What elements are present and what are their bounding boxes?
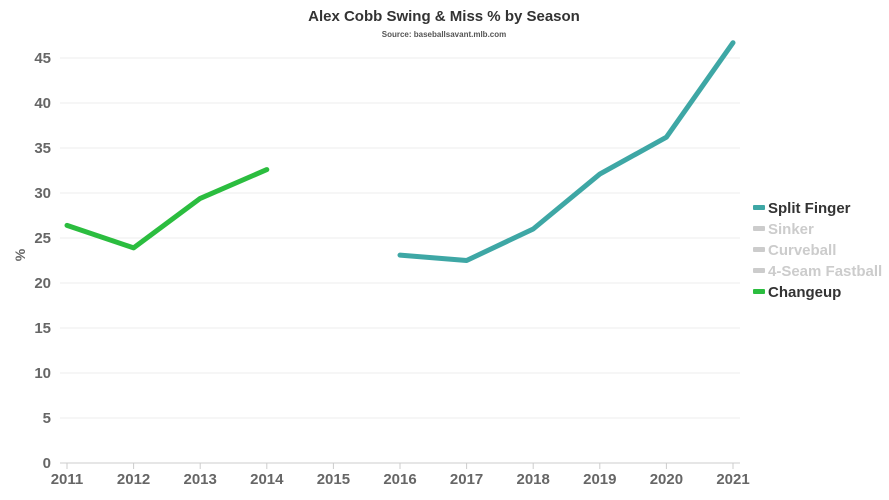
- series-line[interactable]: [64, 167, 270, 251]
- y-tick-label: 25: [34, 230, 51, 247]
- legend: Split Finger Sinker Curveball 4-Seam Fastba…: [753, 200, 882, 301]
- legend-item[interactable]: Curveball: [753, 242, 836, 259]
- series-lines: [64, 40, 736, 263]
- chart-subtitle: Source: baseballsavant.mlb.com: [382, 30, 507, 39]
- legend-item[interactable]: Split Finger: [753, 200, 851, 217]
- y-tick-label: 35: [34, 140, 51, 157]
- x-tick-label: 2016: [383, 471, 416, 488]
- x-tick-label: 2012: [117, 471, 150, 488]
- y-tick-label: 20: [34, 275, 51, 292]
- y-tick-label: 40: [34, 95, 51, 112]
- legend-item[interactable]: 4-Seam Fastball: [753, 263, 882, 280]
- legend-swatch: [753, 226, 765, 231]
- legend-item[interactable]: Changeup: [753, 284, 841, 301]
- legend-swatch: [753, 247, 765, 252]
- legend-item[interactable]: Sinker: [753, 221, 814, 238]
- grid-lines: [60, 57, 740, 464]
- y-tick-label: 10: [34, 365, 51, 382]
- legend-label: Sinker: [768, 221, 814, 238]
- y-tick-label: 5: [43, 410, 51, 427]
- chart-title: Alex Cobb Swing & Miss % by Season: [308, 8, 580, 25]
- y-tick-label: 30: [34, 185, 51, 202]
- x-tick-label: 2014: [250, 471, 284, 488]
- x-tick-label: 2017: [450, 471, 483, 488]
- legend-label: Changeup: [768, 284, 841, 301]
- x-tick-labels: 2011 2012 2013 2014 2015 2016 2017 2018 2019 2020…: [51, 463, 750, 488]
- legend-swatch: [753, 289, 765, 294]
- legend-swatch: [753, 205, 765, 210]
- legend-label: 4-Seam Fastball: [768, 263, 882, 280]
- series-line[interactable]: [397, 40, 736, 263]
- legend-swatch: [753, 268, 765, 273]
- y-tick-label: 45: [34, 50, 51, 67]
- x-tick-label: 2018: [517, 471, 550, 488]
- x-tick-label: 2019: [583, 471, 616, 488]
- y-tick-labels: 0 5 10 15 20 25 30 35 40 45: [34, 50, 51, 472]
- x-tick-label: 2013: [184, 471, 217, 488]
- x-tick-label: 2021: [716, 471, 749, 488]
- y-axis-label: %: [12, 248, 28, 261]
- legend-label: Curveball: [768, 242, 836, 259]
- x-tick-label: 2015: [317, 471, 350, 488]
- legend-label: Split Finger: [768, 200, 851, 217]
- x-tick-label: 2020: [650, 471, 683, 488]
- x-tick-label: 2011: [51, 471, 84, 488]
- y-tick-label: 0: [43, 455, 51, 472]
- y-tick-label: 15: [34, 320, 51, 337]
